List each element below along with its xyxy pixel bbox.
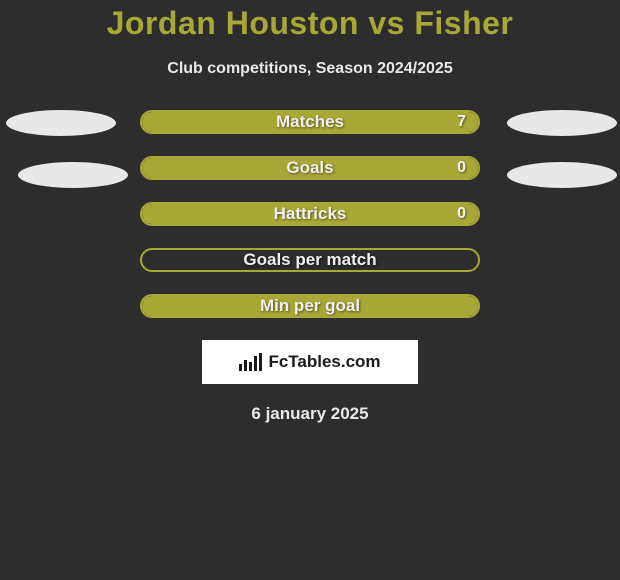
logo-box: FcTables.com bbox=[202, 340, 418, 384]
stat-bar: Hattricks 0 bbox=[140, 202, 480, 226]
page-title: Jordan Houston vs Fisher bbox=[0, 5, 620, 42]
stats-bars-container: Matches 7 Goals 0 Hattricks 0 Goals per match M… bbox=[140, 110, 480, 318]
player-ellipse-right-2 bbox=[507, 162, 617, 188]
stat-value: 0 bbox=[457, 205, 466, 223]
player-ellipse-left-1 bbox=[6, 110, 116, 136]
stat-label: Hattricks bbox=[274, 204, 347, 224]
stats-area: Matches 7 Goals 0 Hattricks 0 Goals per match M… bbox=[0, 110, 620, 318]
stat-label: Min per goal bbox=[260, 296, 360, 316]
stat-bar: Min per goal bbox=[140, 294, 480, 318]
stat-label: Goals bbox=[286, 158, 333, 178]
main-container: Jordan Houston vs Fisher Club competitio… bbox=[0, 0, 620, 580]
stat-label: Goals per match bbox=[243, 250, 376, 270]
stat-label: Matches bbox=[276, 112, 344, 132]
player-ellipse-left-2 bbox=[18, 162, 128, 188]
stat-bar: Matches 7 bbox=[140, 110, 480, 134]
logo-content: FcTables.com bbox=[239, 352, 380, 372]
stat-bar: Goals per match bbox=[140, 248, 480, 272]
logo-text: FcTables.com bbox=[268, 352, 380, 372]
subtitle: Club competitions, Season 2024/2025 bbox=[0, 60, 620, 78]
player-ellipse-right-1 bbox=[507, 110, 617, 136]
stat-value: 0 bbox=[457, 159, 466, 177]
stat-bar: Goals 0 bbox=[140, 156, 480, 180]
chart-icon bbox=[239, 353, 262, 371]
stat-value: 7 bbox=[457, 113, 466, 131]
date-text: 6 january 2025 bbox=[0, 404, 620, 424]
